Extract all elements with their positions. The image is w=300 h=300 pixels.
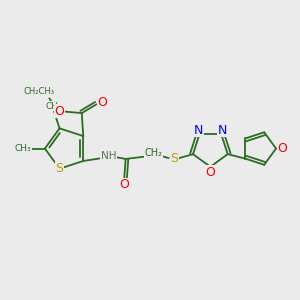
Text: S: S	[56, 162, 64, 175]
Text: CH₂: CH₂	[144, 148, 162, 158]
Text: O: O	[55, 104, 64, 118]
Text: S: S	[170, 152, 178, 164]
Text: N: N	[218, 124, 227, 137]
Text: O: O	[206, 166, 215, 179]
Text: O: O	[98, 96, 107, 109]
Text: NH: NH	[100, 151, 116, 161]
Text: O: O	[278, 142, 287, 155]
Text: CH₃: CH₃	[46, 102, 62, 111]
Text: CH₃: CH₃	[14, 144, 31, 153]
Text: O: O	[119, 178, 129, 191]
Text: N: N	[194, 124, 203, 137]
Text: CH₂CH₃: CH₂CH₃	[24, 86, 55, 95]
